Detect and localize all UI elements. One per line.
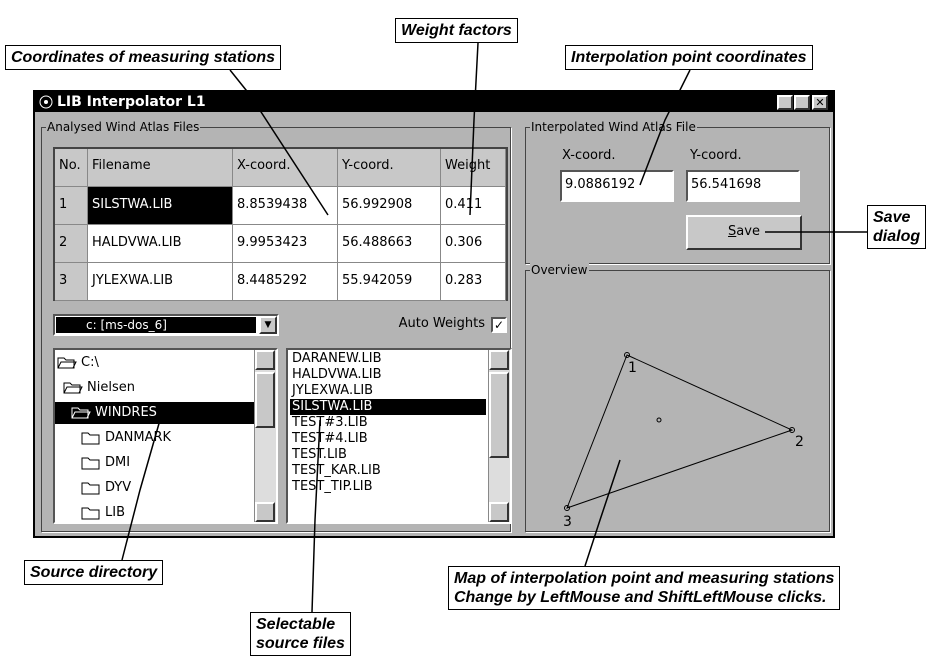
scroll-thumb[interactable] [489,372,509,458]
folder-icon [63,380,83,395]
directory-name: DMI [105,455,130,470]
file-item[interactable]: TEST#3.LIB [290,415,486,431]
minimize-button[interactable] [777,95,793,110]
header-cell: Weight [441,149,506,187]
row-number: 3 [55,263,88,301]
table-cell: 0.306 [441,225,506,263]
scroll-up[interactable] [255,350,275,370]
scroll-up[interactable] [489,350,509,370]
annotation-line: dialog [873,227,920,246]
table-cell: 56.992908 [338,187,441,225]
annotation: Coordinates of measuring stations [5,45,281,70]
annotation-line: Save [873,208,920,227]
file-item[interactable]: HALDVWA.LIB [290,367,486,383]
annotation-line: source files [256,634,345,653]
table-cell: 55.942059 [338,263,441,301]
annotation: Source directory [24,560,163,585]
directory-item[interactable]: WINDRES [55,402,255,424]
annotation: Weight factors [395,18,518,43]
station-label: 2 [795,434,804,450]
folder-icon [81,505,101,520]
annotation-line: Selectable [256,615,345,634]
table-cell: 56.488663 [338,225,441,263]
directory-name: LIB [105,505,125,520]
row-number: 1 [55,187,88,225]
row-number: 2 [55,225,88,263]
folder-icon [81,480,101,495]
dropdown-button[interactable]: ▼ [259,316,277,334]
app-window: LIB Interpolator L1 ✕ Analysed Wind Atla… [33,90,835,538]
y-label: Y-coord. [690,148,742,163]
folder-icon [81,430,101,445]
directory-item[interactable]: DANMARK [55,427,255,449]
header-cell: No. [55,149,88,187]
x-input[interactable]: 9.0886192 [560,170,674,202]
file-item[interactable]: TEST.LIB [290,447,486,463]
app-icon [39,95,53,109]
directory-name: DYV [105,480,131,495]
file-item[interactable]: TEST_KAR.LIB [290,463,486,479]
directory-item[interactable]: DMI [55,452,255,474]
window-title: LIB Interpolator L1 [57,94,206,110]
interpolation-point [657,418,661,422]
table-cell: 9.9953423 [233,225,338,263]
x-label: X-coord. [562,148,616,163]
directory-name: Nielsen [87,380,135,395]
scroll-down[interactable] [489,502,509,522]
directory-name: DANMARK [105,430,171,445]
auto-weights-checkbox[interactable]: ✓ [491,317,507,333]
header-cell: Filename [88,149,233,187]
table-cell: 0.283 [441,263,506,301]
y-input[interactable]: 56.541698 [686,170,800,202]
directory-item[interactable]: LIB [55,502,255,524]
file-item[interactable]: TEST#4.LIB [290,431,486,447]
directory-name: C:\ [81,355,99,370]
station-label: 3 [563,514,572,530]
group-title: Analysed Wind Atlas Files [46,119,200,135]
annotation-line: Map of interpolation point and measuring… [454,569,834,588]
station-label: 1 [628,360,637,376]
annotation-line: Change by LeftMouse and ShiftLeftMouse c… [454,588,834,607]
drive-combo[interactable]: c: [ms-dos_6] ▼ [53,314,279,336]
folder-icon [57,355,77,370]
folder-icon [71,405,91,420]
group-title: Interpolated Wind Atlas File [530,119,697,135]
table-cell: 8.8539438 [233,187,338,225]
scroll-down[interactable] [255,502,275,522]
directory-item[interactable]: DYV [55,477,255,499]
header-cell: X-coord. [233,149,338,187]
page: Coordinates of measuring stations Weight… [0,0,945,657]
folder-icon [81,455,101,470]
station-triangle [567,355,792,508]
file-item[interactable]: TEST_TIP.LIB [290,479,486,495]
title-bar: LIB Interpolator L1 [35,92,833,112]
file-item[interactable]: SILSTWA.LIB [290,399,486,415]
file-item[interactable]: DARANEW.LIB [290,351,486,367]
table-cell: 8.4485292 [233,263,338,301]
close-button[interactable]: ✕ [812,95,828,110]
table-cell[interactable]: JYLEXWA.LIB [88,263,233,301]
auto-weights-label: Auto Weights [335,315,485,333]
header-cell: Y-coord. [338,149,441,187]
save-button[interactable]: Save [686,215,802,250]
file-item[interactable]: JYLEXWA.LIB [290,383,486,399]
drive-value: c: [ms-dos_6] [56,317,256,333]
annotation: Map of interpolation point and measuring… [448,566,840,610]
scroll-thumb[interactable] [255,372,275,428]
table-cell[interactable]: HALDVWA.LIB [88,225,233,263]
maximize-button[interactable] [794,95,810,110]
directory-list[interactable]: C:\ Nielsen WINDRES DANMARK DMI DYV LIB [53,348,278,524]
directory-name: WINDRES [95,405,157,420]
overview-map[interactable]: 1 2 3 [525,270,830,532]
directory-item[interactable]: C:\ [55,352,255,374]
annotation: Interpolation point coordinates [565,45,813,70]
directory-item[interactable]: Nielsen [55,377,255,399]
table-cell: 0.411 [441,187,506,225]
table-cell[interactable]: SILSTWA.LIB [88,187,233,225]
